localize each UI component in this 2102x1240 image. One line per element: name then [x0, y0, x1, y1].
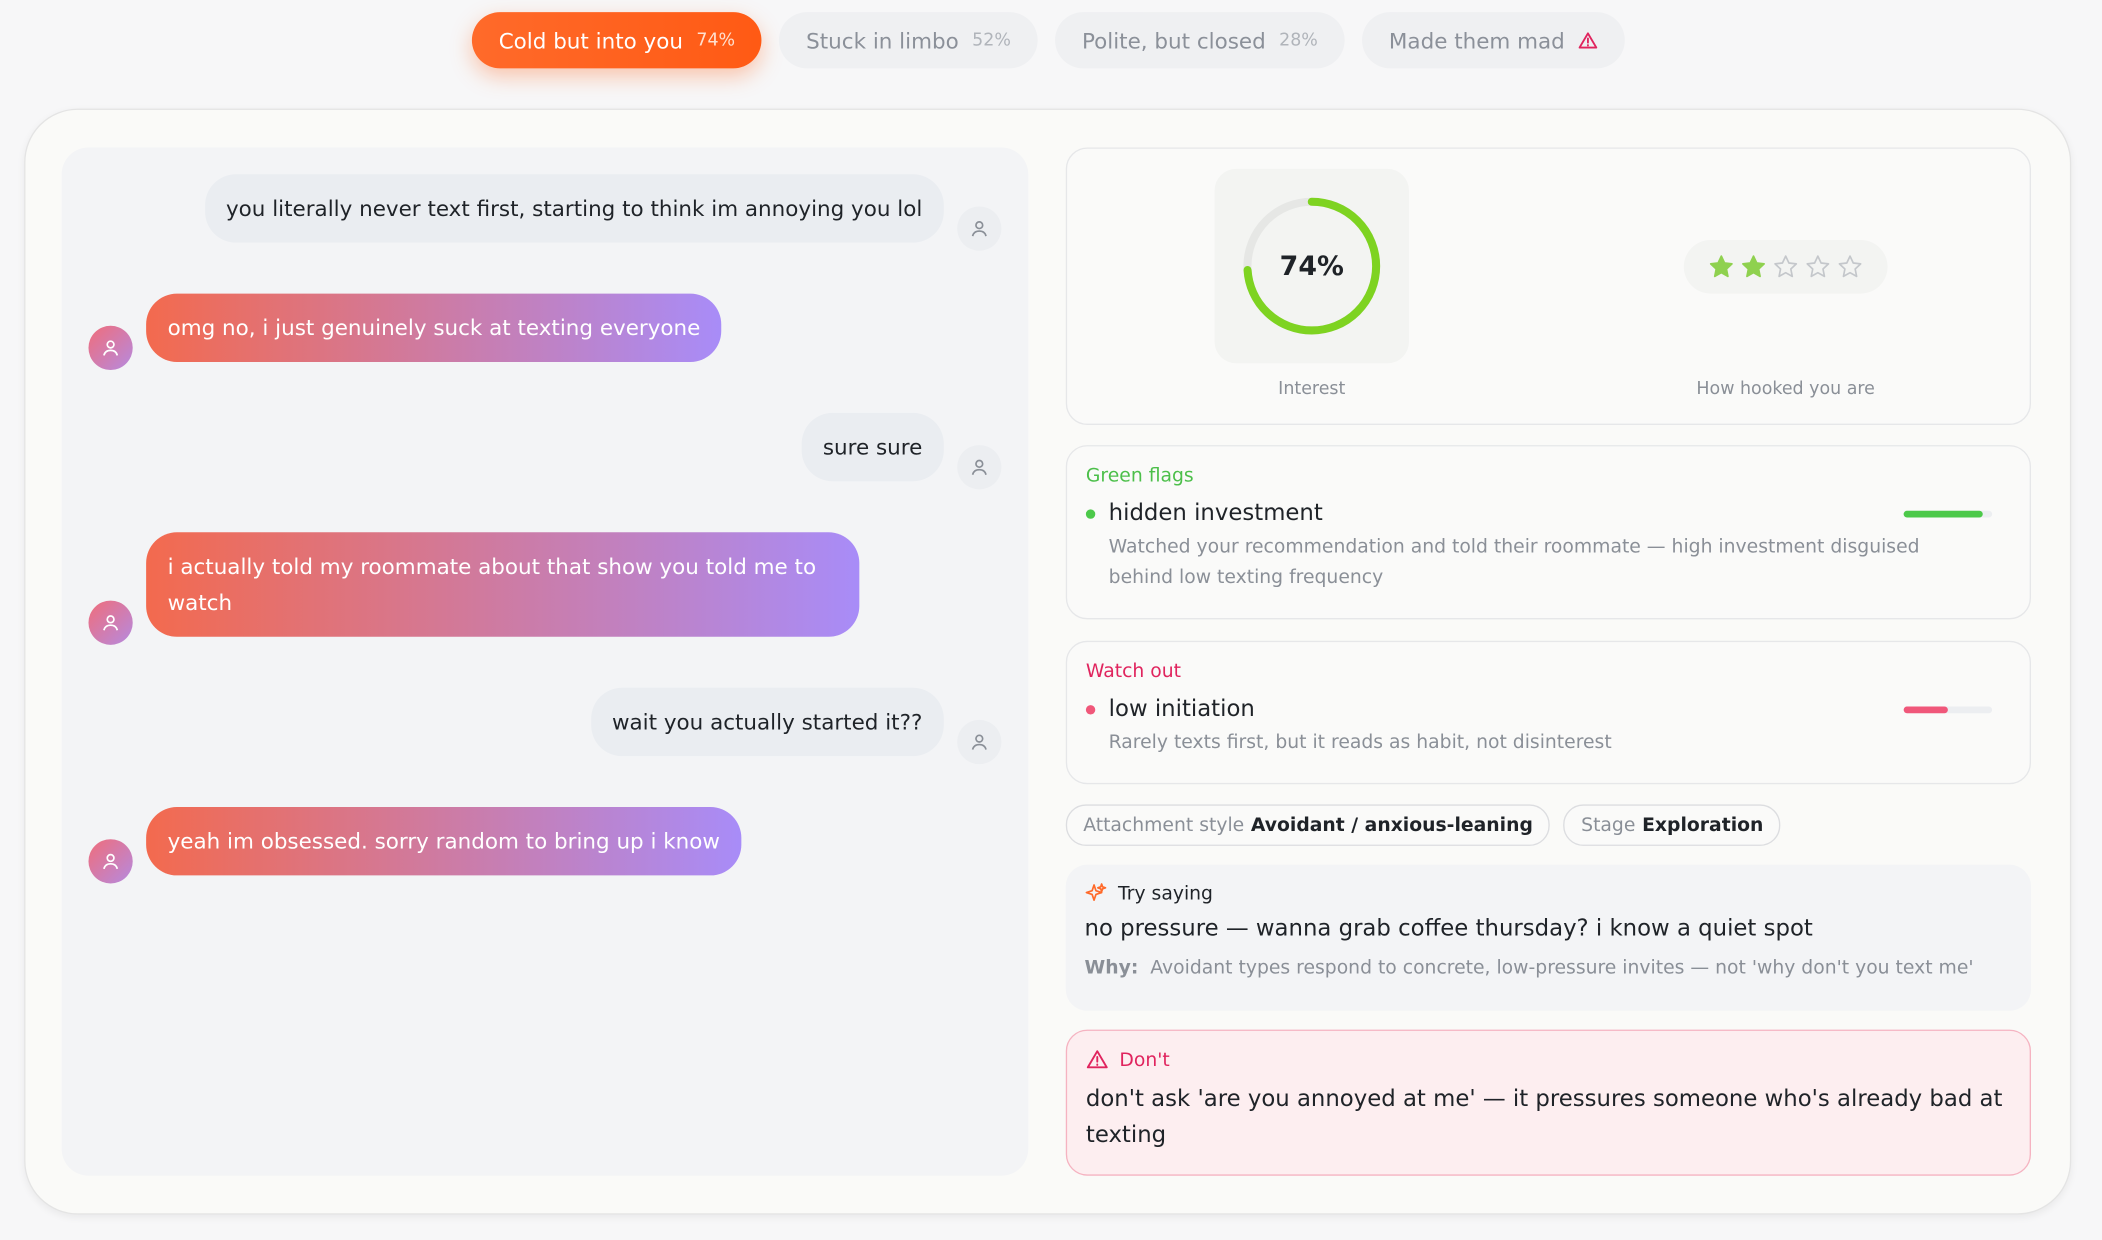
sparkle-icon — [1085, 883, 1107, 902]
person-icon — [103, 615, 119, 631]
section-title: Green flags — [1085, 465, 1194, 487]
watch-out: Watch out low initiation Rarely texts fir… — [1065, 640, 2032, 785]
message-row: i actually told my roommate about that s… — [88, 532, 1001, 645]
dot — [1085, 508, 1096, 519]
dont-text: don't ask 'are you annoyed at me' — it p… — [1085, 1085, 2003, 1149]
metrics-card: 74% Interest How hooked you are — [1065, 147, 2032, 425]
warning-icon — [1578, 31, 1598, 48]
message-them: omg no, i just genuinely suck at texting… — [146, 293, 722, 362]
message-row: you literally never text first, starting… — [88, 174, 1002, 251]
avatar — [957, 719, 1002, 765]
tab[interactable]: Polite, but closed 28% — [1055, 12, 1345, 69]
person-icon — [971, 734, 987, 750]
message-row: omg no, i just genuinely suck at texting… — [88, 293, 1001, 371]
avatar — [957, 206, 1002, 251]
star-shape — [1709, 255, 1733, 278]
avatar — [957, 445, 1002, 490]
dont: Don't don't ask 'are you annoyed at me' … — [1065, 1029, 2032, 1176]
strength-bar — [1903, 510, 1984, 517]
person-icon — [103, 853, 119, 870]
message-row: yeah im obsessed. sorry random to bring … — [88, 807, 1001, 884]
flag-detail: Watched your recommendation and told the… — [1108, 536, 1920, 589]
star — [1774, 255, 1798, 278]
message-you: wait you actually started it?? — [590, 687, 944, 757]
why: Why: Avoidant types respond to concrete,… — [1085, 957, 2013, 978]
flag-name: hidden investment — [1108, 500, 1323, 527]
tab-label: Polite, but closed — [1081, 27, 1266, 53]
star-shape — [1774, 255, 1798, 278]
gauge-arc — [1243, 197, 1381, 335]
stars — [1683, 239, 1888, 294]
title: Try saying — [1118, 882, 1213, 905]
star-shape — [1742, 255, 1765, 278]
tab-label: Stuck in limbo — [806, 27, 959, 53]
star — [1742, 255, 1765, 278]
tab[interactable]: Stuck in limbo 52% — [779, 12, 1038, 69]
avatar — [88, 839, 133, 884]
avatar — [88, 325, 133, 371]
strength-bar — [1903, 705, 1948, 713]
header: Don't — [1086, 1048, 2011, 1071]
tabs: Cold but into you 74% Stuck in limbo 52% Pol… — [471, 12, 1626, 69]
header: Try saying — [1085, 882, 2013, 905]
tab-label: Made them mad — [1388, 27, 1565, 53]
gauge-box: 74% — [1214, 168, 1409, 364]
person-icon — [971, 459, 987, 475]
flag: low initiation — [1085, 695, 2011, 723]
tab-score: 74% — [696, 30, 736, 51]
tab-label: Cold but into you — [498, 27, 683, 53]
suggestion: no pressure — wanna grab coffee thursday… — [1084, 915, 1813, 943]
flag-name: low initiation — [1108, 695, 1255, 723]
star — [1709, 255, 1733, 278]
tag-key: Stage — [1581, 814, 1636, 836]
gauge — [1243, 197, 1381, 335]
message-row: sure sure — [88, 412, 1002, 490]
message-them: yeah im obsessed. sorry random to bring … — [146, 807, 742, 876]
strength-track — [1903, 705, 1993, 713]
star-shape — [1806, 255, 1830, 278]
message-you: sure sure — [801, 412, 944, 482]
dot — [1085, 704, 1096, 714]
avatar — [88, 600, 133, 645]
caption: Interest — [1278, 379, 1346, 400]
message-row: wait you actually started it?? — [88, 687, 1002, 765]
chat: you literally never text first, starting… — [61, 147, 1029, 1176]
tab[interactable]: Cold but into you 74% — [471, 12, 762, 69]
message-you: you literally never text first, starting… — [204, 174, 944, 243]
tag: Attachment style Avoidant / anxious-leani… — [1065, 804, 1551, 846]
star-shape — [1838, 255, 1862, 278]
flag: hidden investment — [1085, 500, 2011, 527]
tag-key: Attachment style — [1083, 814, 1245, 836]
caption: How hooked you are — [1696, 379, 1875, 400]
tags: Attachment style Avoidant / anxious-leani… — [1065, 804, 1781, 846]
tab[interactable]: Made them mad — [1362, 12, 1626, 69]
flag-detail: Rarely texts first, but it reads as habi… — [1108, 731, 1612, 754]
person-icon — [103, 340, 119, 356]
strength-track — [1903, 510, 1993, 517]
gauge-label: 74% — [1279, 249, 1344, 282]
title: Don't — [1119, 1049, 1170, 1071]
green-flags: Green flags hidden investment Watched you… — [1065, 445, 2032, 620]
tag: Stage Exploration — [1563, 804, 1781, 846]
tab-score: 52% — [972, 30, 1011, 51]
message-them: i actually told my roommate about that s… — [146, 532, 860, 637]
section-title: Watch out — [1085, 660, 1182, 683]
warning-icon — [1086, 1050, 1108, 1069]
star — [1806, 255, 1830, 278]
why-label: Why: — [1084, 957, 1139, 979]
tab-score: 28% — [1279, 30, 1318, 51]
star — [1838, 255, 1862, 278]
try-saying: Try saying no pressure — wanna grab coff… — [1065, 864, 2032, 1011]
tag-value: Exploration — [1642, 814, 1764, 836]
why-text: Avoidant types respond to concrete, low-… — [1150, 957, 1974, 979]
tag-value: Avoidant / anxious-leaning — [1250, 814, 1533, 836]
person-icon — [971, 221, 987, 237]
